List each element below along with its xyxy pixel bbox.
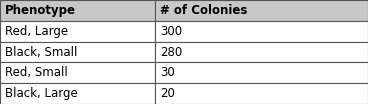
- Bar: [0, 83, 155, 104]
- Text: Black, Large: Black, Large: [5, 87, 78, 100]
- Bar: [155, 21, 368, 42]
- Text: 20: 20: [160, 87, 175, 100]
- Bar: [155, 0, 368, 21]
- Text: 300: 300: [160, 25, 182, 38]
- Text: # of Colonies: # of Colonies: [160, 4, 247, 17]
- Text: Red, Large: Red, Large: [5, 25, 68, 38]
- Text: 280: 280: [160, 46, 182, 58]
- Bar: [0, 0, 155, 21]
- Bar: [0, 42, 155, 62]
- Bar: [155, 42, 368, 62]
- Bar: [0, 21, 155, 42]
- Bar: [155, 83, 368, 104]
- Text: Red, Small: Red, Small: [5, 66, 68, 79]
- Text: Black, Small: Black, Small: [5, 46, 77, 58]
- Text: Phenotype: Phenotype: [5, 4, 76, 17]
- Bar: [155, 62, 368, 83]
- Text: 30: 30: [160, 66, 175, 79]
- Bar: [0, 62, 155, 83]
